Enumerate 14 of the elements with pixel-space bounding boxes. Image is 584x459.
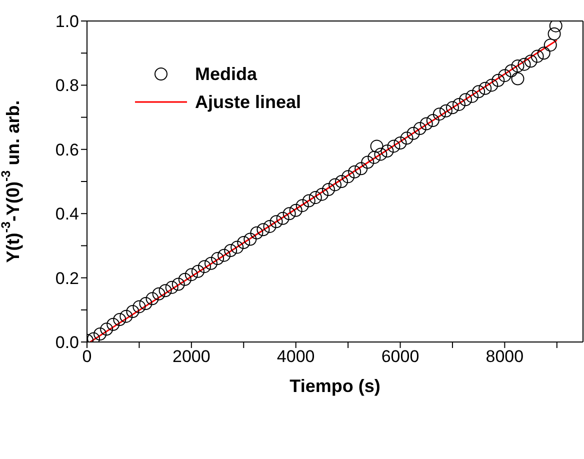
y-tick-label: 0.6	[55, 140, 79, 160]
y-tick-label: 1.0	[55, 12, 79, 32]
x-axis-title: Tiempo (s)	[290, 376, 380, 396]
y-tick-label: 0.2	[55, 268, 79, 288]
x-tick-label: 0	[82, 347, 92, 366]
legend-label: Medida	[195, 63, 258, 86]
x-tick-label: 4000	[276, 347, 315, 366]
x-tick-label: 8000	[486, 347, 524, 366]
y-tick-label: 0.8	[55, 76, 79, 96]
x-tick-label: 6000	[381, 347, 420, 366]
y-tick-label: 0.0	[55, 333, 79, 352]
legend-label: Ajuste lineal	[195, 91, 302, 114]
x-tick-label: 2000	[172, 347, 210, 366]
y-tick-label: 0.4	[55, 204, 79, 224]
